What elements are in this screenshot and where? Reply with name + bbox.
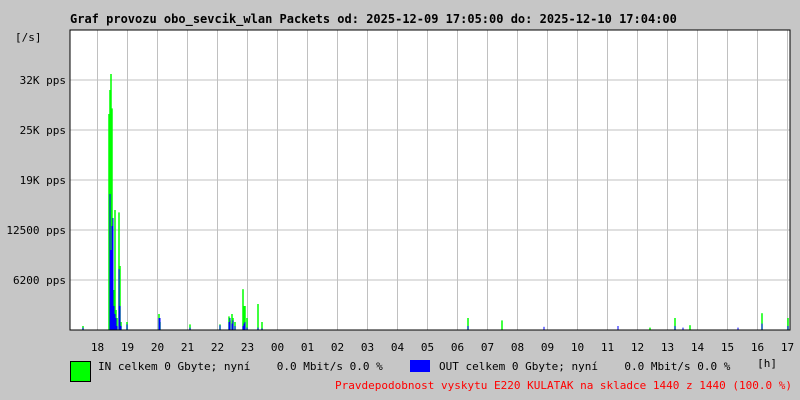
- x-tick-label: 17: [781, 341, 794, 354]
- in-bar: [761, 313, 763, 330]
- x-tick-label: 08: [511, 341, 524, 354]
- out-bar: [112, 218, 114, 330]
- out-bar: [159, 318, 161, 330]
- x-tick-label: 06: [451, 341, 464, 354]
- x-tick-label: 13: [661, 341, 674, 354]
- x-tick-label: 19: [121, 341, 134, 354]
- legend-out-swatch: [410, 360, 430, 372]
- x-tick-label: 18: [91, 341, 104, 354]
- out-bar: [737, 327, 739, 330]
- out-bar: [246, 327, 248, 330]
- in-bar: [110, 74, 112, 330]
- x-tick-label: 11: [601, 341, 614, 354]
- out-bar: [761, 323, 763, 330]
- x-tick-label: 07: [481, 341, 494, 354]
- out-bar: [110, 250, 112, 330]
- out-bar: [118, 269, 120, 330]
- y-axis-unit: [/s]: [15, 31, 42, 44]
- out-bar: [244, 322, 246, 330]
- in-bar: [111, 108, 113, 331]
- out-bar: [82, 327, 84, 330]
- out-bar: [617, 326, 619, 330]
- x-tick-label: 09: [541, 341, 554, 354]
- chart-title: Graf provozu obo_sevcik_wlan Packets od:…: [70, 12, 677, 26]
- x-tick-label: 12: [631, 341, 644, 354]
- in-bar: [787, 318, 789, 330]
- x-tick-label: 21: [181, 341, 194, 354]
- out-bar: [116, 326, 118, 330]
- legend-out-text: OUT celkem 0 Gbyte; nyní 0.0 Mbit/s 0.0 …: [439, 360, 731, 373]
- legend-in-text: IN celkem 0 Gbyte; nyní 0.0 Mbit/s 0.0 %: [98, 360, 383, 373]
- in-bar: [108, 114, 110, 330]
- x-tick-label: 00: [271, 341, 284, 354]
- out-bar: [114, 314, 116, 330]
- in-bar: [467, 318, 469, 330]
- y-tick-label: 19K pps: [20, 174, 66, 187]
- out-bar: [467, 326, 469, 330]
- out-bar: [189, 327, 191, 330]
- out-bar: [674, 326, 676, 330]
- out-bar: [257, 327, 259, 330]
- x-tick-label: 10: [571, 341, 584, 354]
- out-bar: [232, 320, 234, 330]
- out-bar: [109, 194, 111, 330]
- out-bar: [120, 326, 122, 330]
- x-tick-label: 05: [421, 341, 434, 354]
- out-bar: [219, 325, 221, 330]
- y-tick-label: 32K pps: [20, 74, 66, 87]
- out-bar: [242, 326, 244, 330]
- out-bar: [111, 226, 113, 330]
- x-tick-label: 16: [751, 341, 764, 354]
- x-tick-label: 03: [361, 341, 374, 354]
- in-bar: [116, 318, 118, 330]
- out-bar: [228, 322, 230, 330]
- out-bar: [543, 326, 545, 330]
- in-bar: [246, 318, 248, 330]
- out-bar: [234, 326, 236, 330]
- out-bar: [113, 306, 115, 330]
- in-bar: [261, 322, 263, 330]
- x-axis-unit: [h]: [757, 357, 777, 370]
- legend-in-swatch: [70, 361, 91, 382]
- x-tick-label: 14: [691, 341, 705, 354]
- out-bar: [119, 306, 121, 330]
- out-bar: [243, 323, 245, 330]
- x-tick-label: 23: [241, 341, 254, 354]
- in-bar: [231, 314, 233, 330]
- x-tick-label: 15: [721, 341, 734, 354]
- in-bar: [119, 266, 121, 330]
- in-bar: [114, 210, 116, 330]
- y-tick-label: 25K pps: [20, 124, 66, 137]
- in-bar: [242, 289, 244, 330]
- in-bar: [501, 320, 503, 330]
- in-bar: [243, 306, 245, 330]
- out-bar: [158, 318, 160, 330]
- out-bar: [787, 326, 789, 330]
- in-bar: [689, 325, 691, 330]
- out-bar: [115, 318, 117, 330]
- out-bar: [682, 327, 684, 330]
- in-bar: [257, 304, 259, 330]
- footer-note: Pravdepodobnost vyskytu E220 KULATAK na …: [335, 379, 792, 392]
- x-tick-label: 02: [331, 341, 344, 354]
- in-bar: [674, 318, 676, 330]
- y-tick-label: 12500 pps: [6, 224, 66, 237]
- plot-border: [69, 29, 791, 331]
- out-bar: [126, 324, 128, 330]
- x-tick-label: 22: [211, 341, 224, 354]
- y-tick-label: 6200 pps: [13, 274, 66, 287]
- x-tick-label: 01: [301, 341, 314, 354]
- x-tick-label: 04: [391, 341, 405, 354]
- in-bar: [189, 324, 191, 330]
- in-bar: [649, 327, 651, 330]
- in-bar: [244, 306, 246, 330]
- out-bar: [231, 323, 233, 330]
- out-bar: [261, 328, 263, 330]
- x-tick-label: 20: [151, 341, 164, 354]
- out-bar: [229, 318, 231, 330]
